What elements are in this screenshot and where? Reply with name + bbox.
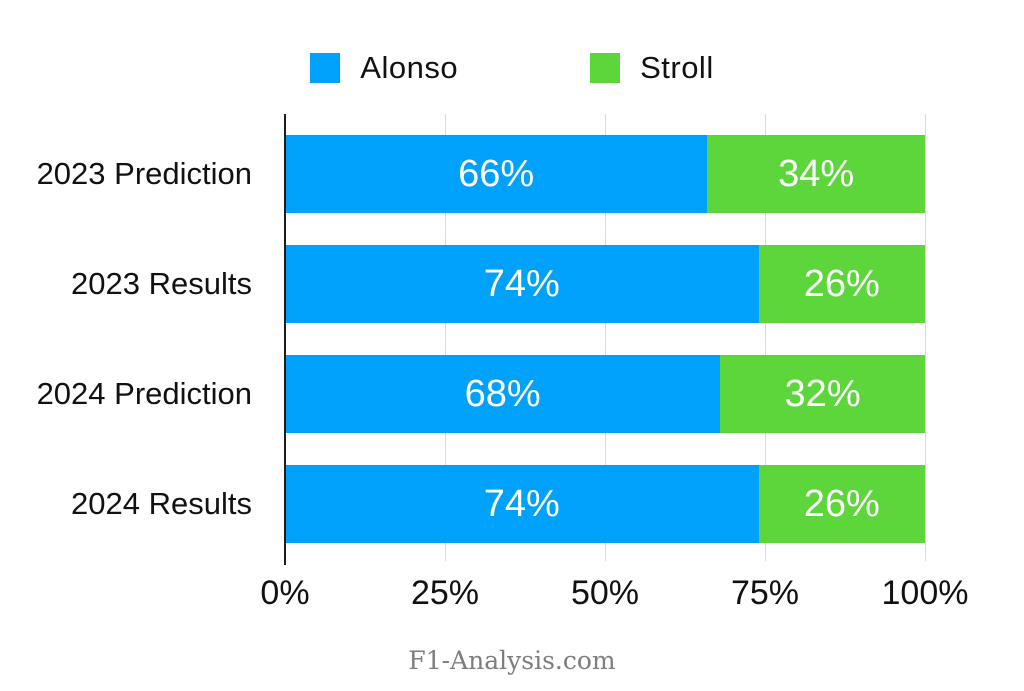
category-labels: 2023 Prediction 2023 Results 2024 Predicti… (0, 114, 252, 552)
bar-segment-stroll: 26% (758, 245, 925, 323)
bar-row: 68% 32% (285, 355, 925, 433)
gridline-75 (765, 114, 766, 561)
alonso-color-swatch (310, 53, 341, 83)
footer-watermark: F1-Analysis.com (408, 646, 616, 675)
bars-container: 66% 34% 74% 26% 68% 32% 74% 26% (285, 114, 925, 552)
stacked-bar-chart: 2023 Prediction 2023 Results 2024 Predicti… (0, 114, 926, 565)
category-label: 2023 Prediction (36, 156, 252, 191)
x-axis: 0% 25% 50% 75% 100% (0, 566, 1024, 612)
x-tick-label: 0% (260, 574, 310, 612)
bar-segment-stroll: 26% (758, 465, 925, 543)
plot-area: 66% 34% 74% 26% 68% 32% 74% 26% (284, 114, 926, 565)
y-axis-line (284, 114, 286, 565)
legend-label-alonso: Alonso (360, 50, 459, 85)
legend-item-stroll: Stroll (590, 50, 714, 86)
category-label: 2024 Results (71, 486, 252, 521)
stroll-color-swatch (590, 53, 621, 83)
bar-row: 74% 26% (285, 465, 925, 543)
category-label: 2024 Prediction (36, 376, 252, 411)
legend-label-stroll: Stroll (640, 50, 714, 85)
chart-legend: Alonso Stroll (0, 50, 1024, 86)
gridline-25 (445, 114, 446, 561)
x-tick-label: 25% (410, 574, 480, 612)
bar-row: 74% 26% (285, 245, 925, 323)
bar-segment-alonso: 74% (285, 465, 759, 543)
bar-segment-alonso: 74% (285, 245, 759, 323)
bar-row: 66% 34% (285, 135, 925, 213)
gridline-100 (925, 114, 926, 561)
category-label: 2023 Results (71, 266, 252, 301)
bar-segment-alonso: 68% (285, 355, 721, 433)
bar-segment-stroll: 34% (707, 135, 925, 213)
bar-segment-stroll: 32% (720, 355, 925, 433)
x-tick-label: 100% (881, 574, 969, 612)
bar-segment-alonso: 66% (285, 135, 708, 213)
x-tick-label: 50% (570, 574, 640, 612)
x-tick-label: 75% (730, 574, 800, 612)
gridline-50 (605, 114, 606, 561)
legend-item-alonso: Alonso (310, 50, 458, 86)
